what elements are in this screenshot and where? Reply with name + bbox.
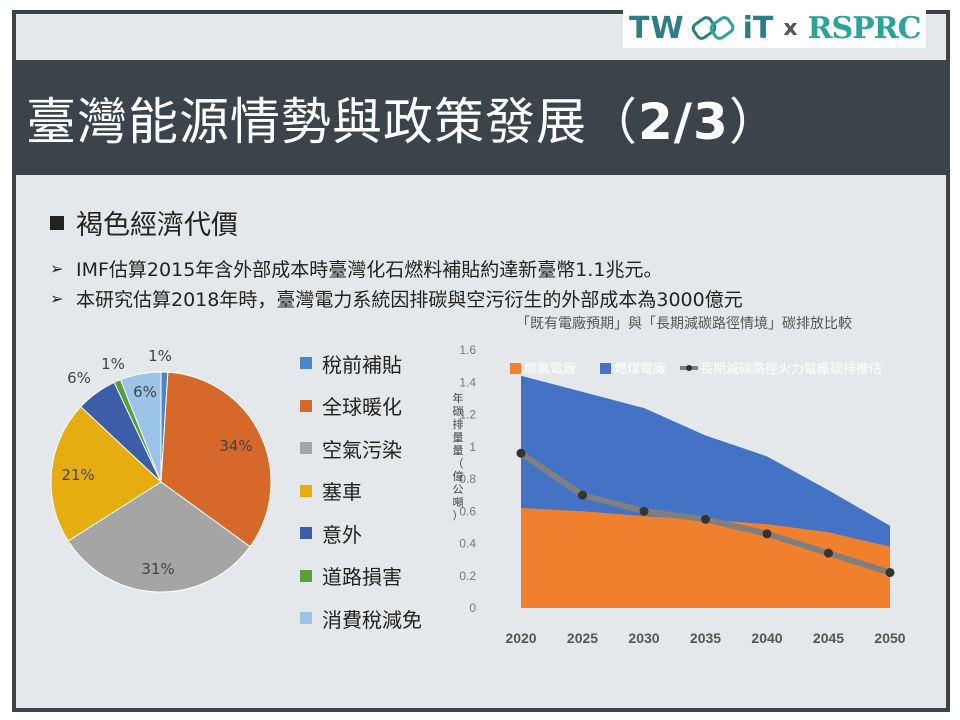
pie-slice	[119, 371, 162, 483]
logo-x: x	[783, 15, 798, 41]
title-main: 臺灣能源情勢與政策發展（	[26, 92, 638, 151]
area-gas	[521, 508, 890, 608]
legend-item: 塞車	[300, 470, 422, 513]
section-heading: 褐色經濟代價	[50, 203, 238, 242]
legend-item: 道路損害	[300, 555, 422, 598]
legend-swatch	[510, 363, 521, 374]
x-tick-label: 2020	[505, 630, 536, 646]
y-tick-label: 0.8	[459, 472, 476, 486]
bullet-item: ➢ IMF估算2015年含外部成本時臺灣化石燃料補貼約達新臺幣1.1兆元。	[50, 255, 663, 282]
x-tick-label: 2050	[874, 630, 905, 646]
legend-swatch	[300, 399, 312, 412]
line-point	[578, 490, 587, 500]
legend-item: 全球暖化	[300, 385, 422, 428]
bullet-text: 本研究估算2018年時，臺灣電力系統因排碳與空污衍生的外部成本為3000億元	[76, 289, 743, 311]
legend-swatch-point	[686, 365, 692, 371]
title-close: ）	[728, 92, 780, 151]
x-tick-label: 2035	[690, 630, 721, 646]
legend-label: 燃氣電廠	[524, 361, 576, 377]
legend-swatch	[300, 357, 312, 370]
legend-swatch	[600, 363, 611, 374]
legend-swatch	[300, 484, 312, 497]
y-axis-label-char: 量	[453, 431, 464, 444]
legend-item: 空氣污染	[300, 427, 422, 470]
y-axis-label-char: 碳	[453, 404, 464, 418]
logo: TW iT x RSPRC	[623, 8, 927, 48]
bullet-item: ➢ 本研究估算2018年時，臺灣電力系統因排碳與空污衍生的外部成本為3000億元	[50, 285, 743, 312]
pie-data-label: 34%	[219, 437, 252, 455]
legend-swatch	[300, 442, 312, 455]
legend-label: 消費稅減免	[322, 607, 422, 632]
line-point	[639, 506, 649, 516]
legend-label: 燃煤電廠	[614, 361, 666, 377]
legend-swatch	[300, 612, 312, 625]
legend-item: 意外	[300, 512, 422, 555]
legend-swatch	[300, 569, 312, 582]
logo-partner: RSPRC	[807, 10, 922, 46]
legend-item: 消費稅減免	[300, 597, 422, 640]
y-axis-label-char: 年	[453, 391, 464, 405]
pie-data-label: 6%	[133, 383, 157, 401]
line-point	[762, 529, 772, 539]
legend-label: 全球暖化	[322, 395, 402, 420]
legend-swatch	[300, 527, 312, 540]
line-point	[701, 514, 710, 524]
y-tick-label: 0.4	[459, 537, 476, 551]
y-axis-label-char: 量	[453, 444, 464, 457]
x-tick-label: 2040	[751, 630, 782, 646]
y-axis-label-char: 公	[453, 483, 464, 496]
y-axis-label-char: 排	[453, 417, 464, 431]
logo-tw: TW	[629, 10, 685, 46]
legend-label: 道路損害	[322, 565, 402, 590]
pie-slice	[160, 371, 272, 548]
line-point	[824, 548, 833, 558]
pie-data-label: 21%	[61, 466, 94, 484]
legend-label: 塞車	[322, 480, 362, 505]
line-point	[885, 568, 895, 578]
x-tick-label: 2030	[628, 630, 659, 646]
square-bullet-icon	[50, 215, 64, 230]
y-tick-label: 0.6	[459, 504, 476, 518]
y-axis-label-char: 噸	[453, 495, 464, 509]
legend-label: 長期減碳路徑火力電廠碳排推估	[700, 361, 882, 377]
bullet-text: IMF估算2015年含外部成本時臺灣化石燃料補貼約達新臺幣1.1兆元。	[76, 259, 663, 281]
link-icon	[691, 16, 734, 40]
y-tick-label: 1	[469, 440, 476, 454]
title-part: 2/3	[638, 92, 729, 151]
x-tick-label: 2025	[567, 630, 598, 646]
pie-legend: 稅前補貼全球暖化空氣污染塞車意外道路損害消費稅減免	[300, 342, 422, 640]
logo-it: iT	[742, 10, 774, 46]
pie-slice	[67, 481, 251, 593]
area-chart-title: 「既有電廠預期」與「長期減碳路徑情境」碳排放比較	[516, 316, 852, 332]
pie-data-label: 31%	[141, 560, 174, 578]
pie-slice	[50, 405, 162, 542]
pie-data-label: 1%	[148, 347, 172, 365]
title-bar: 臺灣能源情勢與政策發展（2/3）	[16, 60, 946, 175]
pie-data-label: 6%	[67, 369, 91, 387]
section-label: 褐色經濟代價	[76, 210, 238, 241]
page-title: 臺灣能源情勢與政策發展（2/3）	[26, 82, 780, 154]
y-tick-label: 1.6	[459, 343, 476, 357]
legend-item: 稅前補貼	[300, 342, 422, 385]
y-tick-label: 0	[469, 601, 476, 615]
y-axis-label-char: ）	[453, 509, 464, 522]
y-tick-label: 1.4	[459, 375, 476, 389]
pie-data-label: 1%	[101, 355, 125, 373]
legend-label: 空氣污染	[322, 437, 402, 462]
arrow-bullet-icon: ➢	[50, 259, 64, 278]
y-axis-label-char: 億	[453, 470, 464, 483]
y-tick-label: 1.2	[459, 408, 476, 422]
legend-label: 意外	[322, 522, 362, 547]
legend-label: 稅前補貼	[322, 352, 402, 377]
arrow-bullet-icon: ➢	[50, 289, 64, 308]
line-point	[516, 448, 526, 458]
y-tick-label: 0.2	[459, 569, 476, 583]
y-axis-label-char: （	[453, 457, 464, 470]
x-tick-label: 2045	[813, 630, 844, 646]
